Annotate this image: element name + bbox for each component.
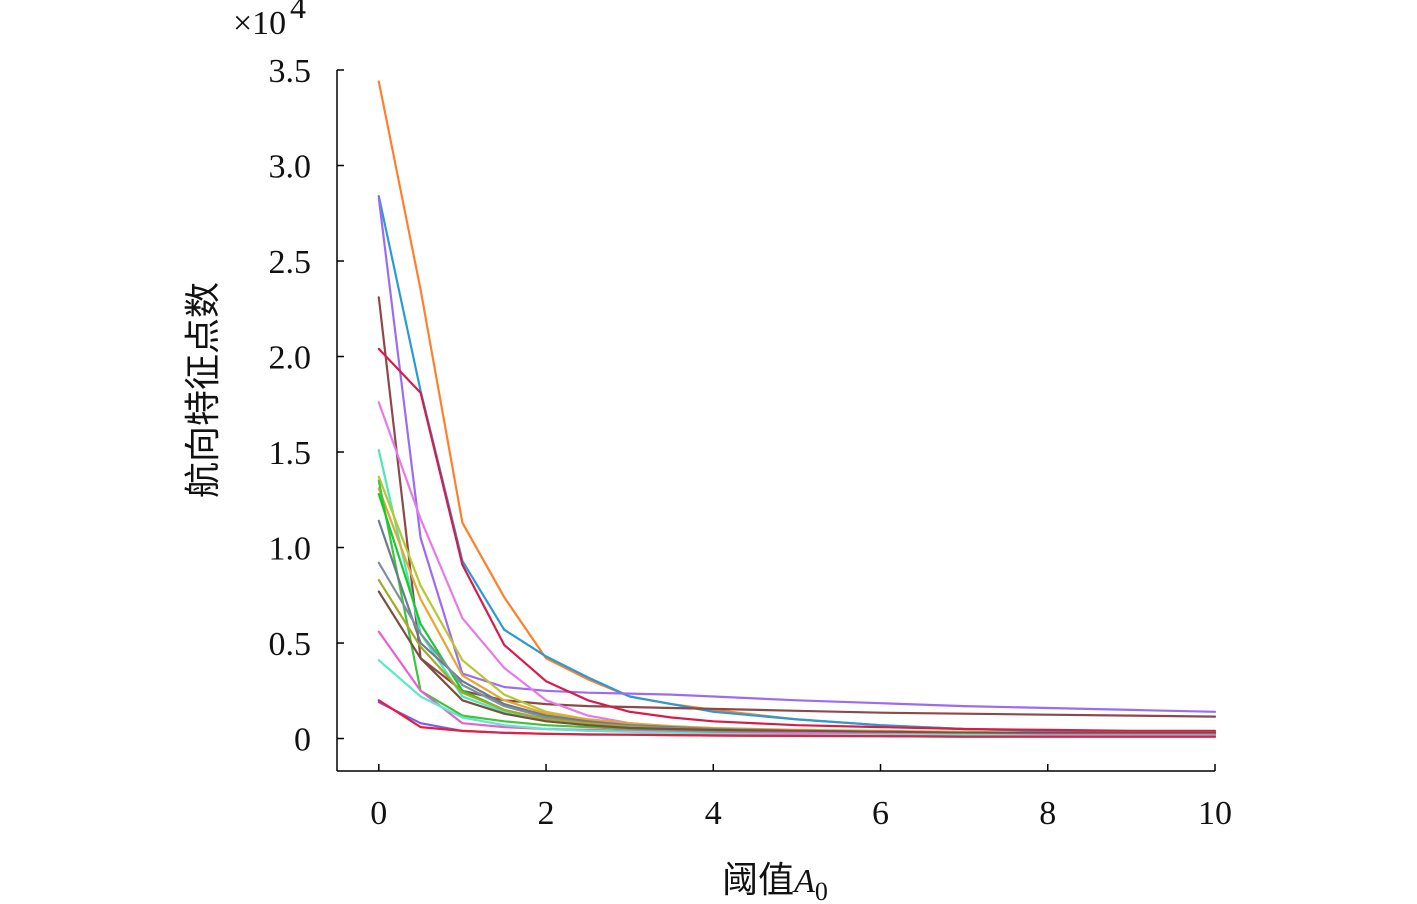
series-line-17 xyxy=(377,659,1217,737)
x-axis-title-text: 阈值 xyxy=(722,860,794,901)
series-line-19 xyxy=(377,699,1217,738)
x-tick-label: 6 xyxy=(872,795,889,832)
series-line-8 xyxy=(377,475,1217,734)
series-line-15 xyxy=(377,590,1217,734)
x-axis-title: 阈值A0 xyxy=(722,860,828,904)
y-tick-label: 0.5 xyxy=(269,626,312,663)
y-tick-label: 3.5 xyxy=(269,53,312,90)
series-line-13 xyxy=(377,561,1217,734)
y-tick-label: 1.0 xyxy=(269,531,312,568)
series-group xyxy=(377,80,1217,738)
x-tick-label: 2 xyxy=(538,795,555,832)
y-multiplier-base: ×10 xyxy=(233,5,286,42)
y-multiplier-exponent: 4 xyxy=(290,0,306,25)
y-multiplier: ×10 4 xyxy=(233,0,306,42)
y-tick-label: 0 xyxy=(294,722,311,759)
x-tick-label: 8 xyxy=(1039,795,1056,832)
y-axis-title: 航向特征点数 xyxy=(183,282,224,498)
x-axis-title-sub: 0 xyxy=(815,877,828,904)
y-tick-label: 2.0 xyxy=(269,340,312,377)
series-line-11 xyxy=(377,492,1217,734)
series-line-3 xyxy=(377,196,1217,713)
series-line-5 xyxy=(377,347,1217,732)
y-tick-label: 3.0 xyxy=(269,149,312,186)
series-line-6 xyxy=(377,401,1217,734)
y-tick-label: 1.5 xyxy=(269,435,312,472)
ticks: 0 2 4 6 8 10 0 0.5 1.0 1.5 2.0 2.5 3.0 3.5 xyxy=(269,53,1233,832)
series-line-4 xyxy=(377,296,1217,718)
x-axis-title-var: A xyxy=(792,863,815,900)
series-line-7 xyxy=(377,449,1217,736)
y-tick-label: 2.5 xyxy=(269,244,312,281)
x-tick-label: 4 xyxy=(705,795,722,832)
x-tick-label: 10 xyxy=(1198,795,1232,832)
x-tick-label: 0 xyxy=(370,795,387,832)
series-line-9 xyxy=(377,487,1217,734)
series-line-1 xyxy=(377,80,1217,734)
axes xyxy=(336,70,1215,772)
series-line-2 xyxy=(377,195,1217,734)
